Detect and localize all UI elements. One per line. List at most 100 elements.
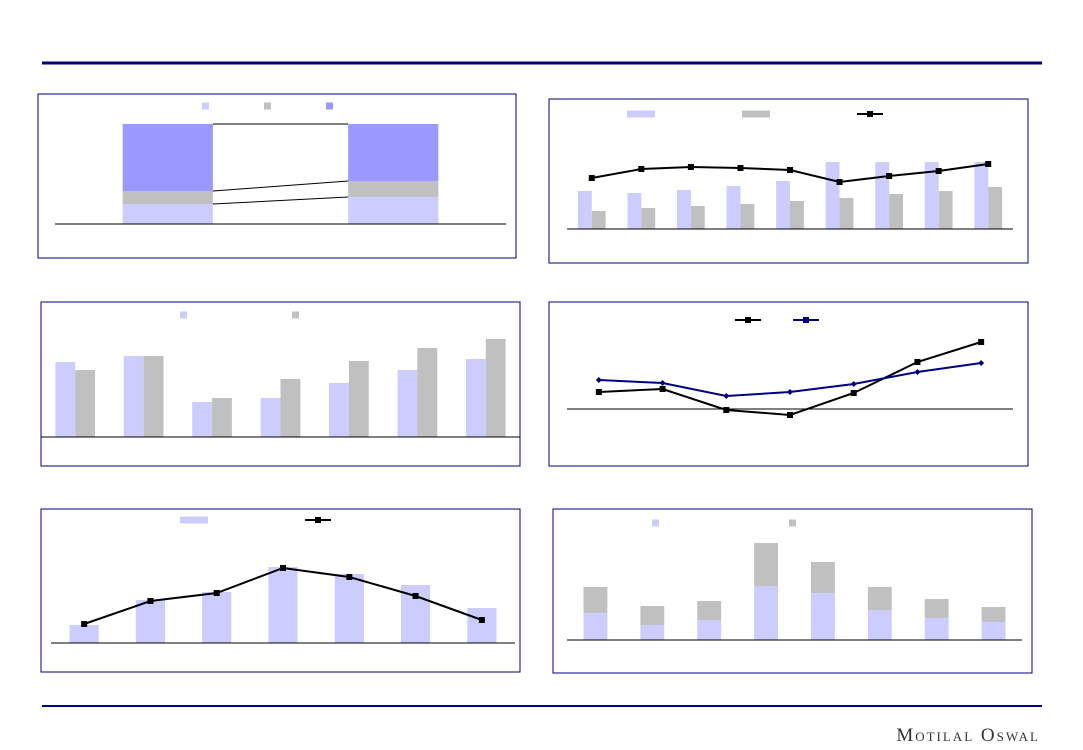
bar (640, 625, 665, 640)
bar (690, 206, 705, 229)
bar (268, 567, 298, 643)
line-marker (935, 168, 942, 174)
line-marker (787, 412, 793, 418)
bar (329, 383, 349, 437)
line-marker (886, 173, 893, 179)
bar (697, 601, 722, 620)
bar (810, 562, 835, 593)
brand: Motilal Oswal (896, 725, 1040, 746)
legend-swatch (627, 110, 655, 118)
bar (981, 622, 1006, 640)
bar (726, 186, 741, 229)
bar (641, 208, 656, 229)
bar (123, 356, 144, 437)
series-connector (212, 196, 349, 205)
line-marker (723, 407, 730, 413)
bar (202, 592, 232, 643)
bar (583, 613, 608, 640)
legend-swatch (264, 102, 271, 110)
line-marker (850, 390, 857, 396)
legend-swatch (202, 102, 209, 110)
legend-marker (315, 517, 321, 523)
legend-swatch (180, 516, 208, 524)
legend-marker (745, 317, 751, 323)
bar (348, 124, 439, 181)
bar (348, 181, 439, 197)
bar (924, 162, 939, 229)
legend-swatch (742, 110, 770, 118)
line-marker (687, 164, 694, 170)
series-connector (212, 180, 349, 192)
line-marker (81, 621, 88, 627)
legend-swatch (652, 519, 659, 527)
bar (924, 599, 949, 618)
bar (135, 600, 166, 643)
bar (810, 593, 835, 640)
line-marker (978, 360, 985, 366)
chart-panel (37, 93, 517, 259)
line-marker (478, 617, 485, 623)
chart-panel (548, 301, 1029, 467)
line-marker (659, 386, 666, 392)
bar (122, 124, 213, 191)
line-marker (280, 565, 286, 571)
bar (867, 587, 892, 610)
line-marker (978, 339, 985, 345)
bar (627, 193, 642, 229)
bar (924, 618, 949, 640)
bar (697, 620, 722, 640)
chart-panel (552, 508, 1033, 674)
bar (776, 181, 790, 229)
legend-swatch (180, 311, 187, 319)
bar (577, 191, 592, 229)
legend-swatch (326, 102, 333, 110)
bar (754, 543, 779, 586)
line-marker (787, 167, 793, 173)
bar (280, 379, 301, 437)
bar (740, 204, 755, 229)
bar (334, 574, 364, 643)
line-marker (595, 377, 602, 383)
bar (875, 162, 890, 229)
line-marker (346, 574, 353, 580)
line-marker (595, 389, 602, 395)
line-marker (787, 389, 793, 395)
legend-marker (867, 111, 873, 117)
bar (143, 356, 164, 437)
bar (348, 361, 369, 437)
line-marker (588, 175, 595, 181)
bar (677, 190, 691, 229)
line-marker (850, 381, 857, 387)
chart-panel (40, 508, 521, 673)
bar (467, 608, 497, 643)
bar (591, 211, 606, 229)
line-series (598, 341, 982, 417)
line-marker (213, 590, 220, 596)
bar (417, 348, 438, 437)
line-marker (737, 165, 744, 171)
legend-swatch (789, 519, 796, 527)
line-marker (723, 393, 730, 399)
line-marker (836, 179, 843, 185)
bar (825, 162, 840, 229)
bar (839, 198, 854, 229)
bar (867, 610, 892, 640)
line-marker (638, 166, 645, 172)
line-marker (659, 380, 666, 386)
line-marker (914, 369, 921, 375)
bar (122, 191, 213, 204)
bar (348, 197, 439, 224)
bar (974, 162, 989, 229)
bar (69, 625, 99, 643)
bar (122, 204, 213, 224)
bar (485, 339, 506, 437)
bar (938, 191, 953, 229)
line-marker (985, 161, 992, 167)
bar (988, 187, 1003, 229)
bar (465, 359, 486, 437)
line-marker (147, 598, 154, 604)
bar (889, 194, 903, 229)
line-marker (412, 593, 419, 599)
bar (397, 370, 418, 437)
